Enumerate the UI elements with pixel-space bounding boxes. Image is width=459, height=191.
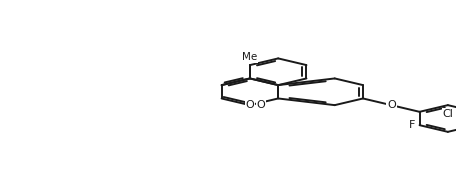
Text: O: O [246, 100, 254, 110]
Text: F: F [409, 120, 415, 130]
Text: O: O [387, 100, 396, 110]
Text: Cl: Cl [442, 109, 453, 119]
Text: Me: Me [242, 52, 257, 62]
Text: O: O [257, 100, 265, 110]
